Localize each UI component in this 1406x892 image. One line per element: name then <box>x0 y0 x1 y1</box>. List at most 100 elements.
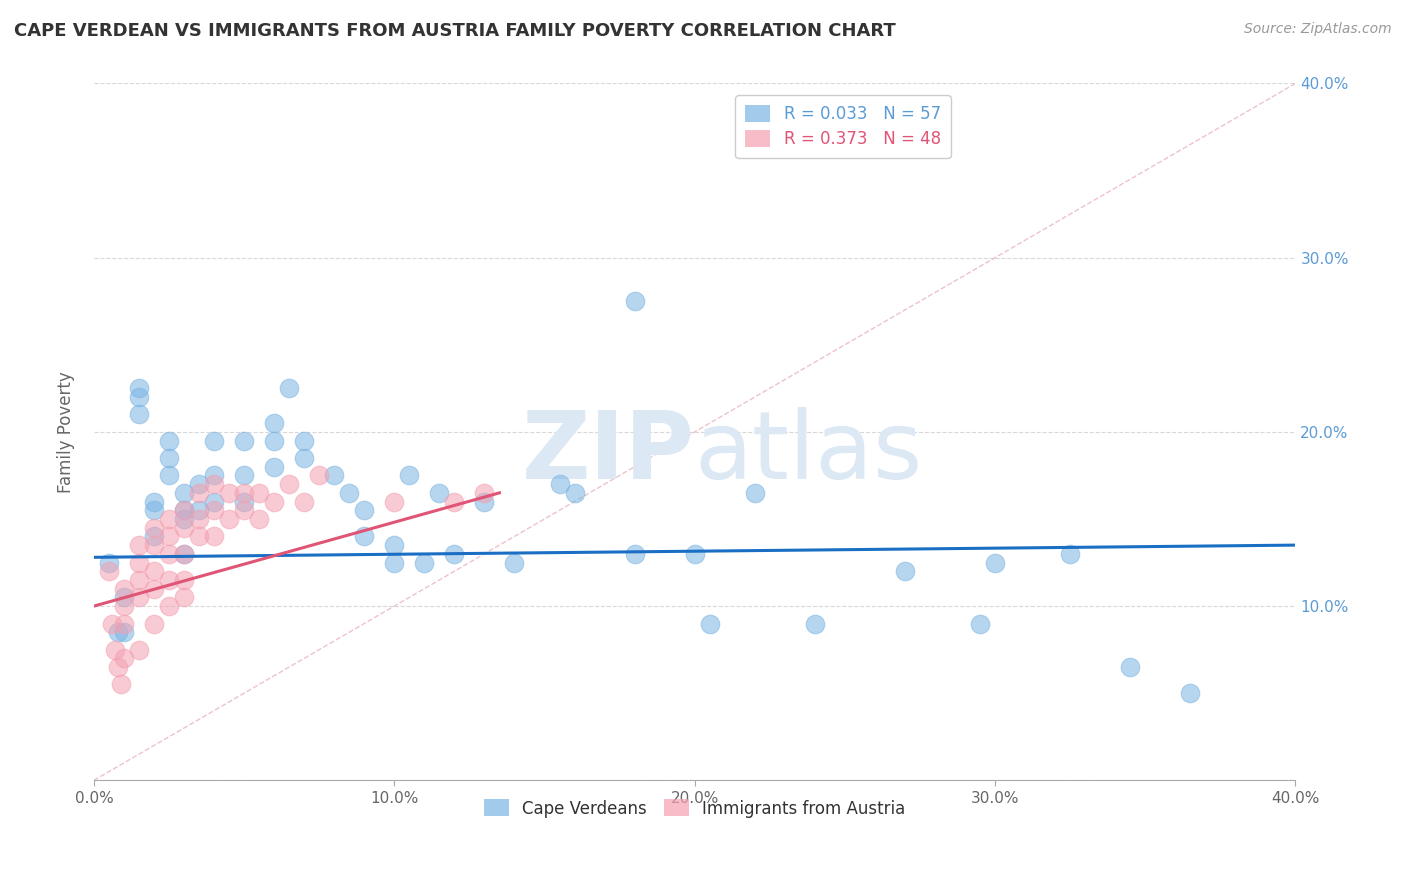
Point <box>474 486 496 500</box>
Point <box>218 486 240 500</box>
Point <box>263 416 285 430</box>
Point <box>128 538 150 552</box>
Point <box>173 512 195 526</box>
Point <box>427 486 450 500</box>
Point <box>173 486 195 500</box>
Point <box>97 564 120 578</box>
Point <box>112 625 135 640</box>
Point <box>157 547 180 561</box>
Point <box>112 591 135 605</box>
Point <box>107 625 129 640</box>
Point <box>699 616 721 631</box>
Y-axis label: Family Poverty: Family Poverty <box>58 371 75 492</box>
Point <box>278 381 301 395</box>
Point <box>413 556 436 570</box>
Point <box>143 538 166 552</box>
Point <box>263 459 285 474</box>
Point <box>188 512 211 526</box>
Point <box>263 494 285 508</box>
Point <box>202 529 225 543</box>
Point <box>143 616 166 631</box>
Point <box>143 529 166 543</box>
Point <box>1119 660 1142 674</box>
Point <box>173 503 195 517</box>
Point <box>112 616 135 631</box>
Point <box>623 547 645 561</box>
Point <box>233 503 256 517</box>
Point <box>143 494 166 508</box>
Point <box>188 477 211 491</box>
Point <box>278 477 301 491</box>
Point <box>233 434 256 448</box>
Point <box>143 521 166 535</box>
Point <box>157 450 180 465</box>
Point <box>503 556 526 570</box>
Point <box>157 529 180 543</box>
Point <box>564 486 586 500</box>
Point <box>202 503 225 517</box>
Point <box>292 434 315 448</box>
Text: ZIP: ZIP <box>522 407 695 499</box>
Point <box>218 512 240 526</box>
Point <box>443 494 465 508</box>
Point <box>173 521 195 535</box>
Point <box>143 564 166 578</box>
Point <box>382 538 405 552</box>
Point <box>112 599 135 613</box>
Point <box>112 651 135 665</box>
Point <box>104 642 127 657</box>
Point <box>112 582 135 596</box>
Point <box>233 494 256 508</box>
Point <box>894 564 917 578</box>
Point <box>173 591 195 605</box>
Point <box>188 486 211 500</box>
Point <box>110 677 132 691</box>
Point <box>173 547 195 561</box>
Point <box>398 468 420 483</box>
Text: Source: ZipAtlas.com: Source: ZipAtlas.com <box>1244 22 1392 37</box>
Point <box>443 547 465 561</box>
Point <box>202 477 225 491</box>
Point <box>143 582 166 596</box>
Point <box>202 434 225 448</box>
Point <box>128 408 150 422</box>
Point <box>173 503 195 517</box>
Point <box>128 573 150 587</box>
Point <box>323 468 346 483</box>
Point <box>353 503 375 517</box>
Point <box>128 390 150 404</box>
Point <box>804 616 827 631</box>
Point <box>969 616 991 631</box>
Point <box>128 642 150 657</box>
Point <box>157 434 180 448</box>
Point <box>233 486 256 500</box>
Point <box>382 556 405 570</box>
Text: CAPE VERDEAN VS IMMIGRANTS FROM AUSTRIA FAMILY POVERTY CORRELATION CHART: CAPE VERDEAN VS IMMIGRANTS FROM AUSTRIA … <box>14 22 896 40</box>
Point <box>202 468 225 483</box>
Point <box>744 486 766 500</box>
Point <box>107 660 129 674</box>
Point <box>548 477 571 491</box>
Point <box>128 556 150 570</box>
Point <box>353 529 375 543</box>
Point <box>247 512 270 526</box>
Point <box>233 468 256 483</box>
Point <box>157 573 180 587</box>
Point <box>337 486 360 500</box>
Point <box>984 556 1007 570</box>
Point <box>382 494 405 508</box>
Point <box>173 547 195 561</box>
Point <box>188 529 211 543</box>
Point <box>157 599 180 613</box>
Point <box>1059 547 1081 561</box>
Point <box>623 294 645 309</box>
Point <box>188 503 211 517</box>
Point <box>97 556 120 570</box>
Point <box>292 494 315 508</box>
Legend: Cape Verdeans, Immigrants from Austria: Cape Verdeans, Immigrants from Austria <box>478 793 912 824</box>
Point <box>202 494 225 508</box>
Text: atlas: atlas <box>695 407 922 499</box>
Point <box>474 494 496 508</box>
Point <box>247 486 270 500</box>
Point <box>128 591 150 605</box>
